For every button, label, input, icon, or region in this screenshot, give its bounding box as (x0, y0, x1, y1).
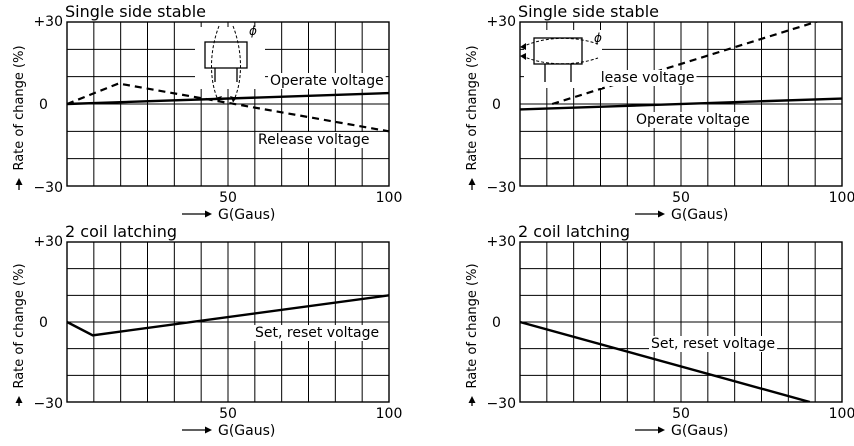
flux-symbol: ϕ (249, 24, 257, 38)
x-tick-label: 50 (672, 406, 690, 422)
series-line-release-voltage (551, 22, 820, 106)
series-line-set-reset-voltage (520, 320, 811, 402)
series-label-set-reset-voltage: Set, reset voltage (651, 336, 775, 352)
y-axis-arrowhead (468, 178, 476, 185)
y-tick-label: −30 (486, 180, 516, 196)
series-line-release-voltage (67, 82, 389, 133)
x-axis-label: G(Gaus) (671, 423, 728, 439)
chart-panel-3: 2 coil latching+30 0 −30 50 100 G(Gaus) Rate o… (12, 222, 402, 439)
flux-arrowhead (520, 53, 526, 60)
series-label-release-voltage: Release voltage (258, 132, 369, 148)
flux-line (521, 55, 599, 65)
x-axis-arrowhead (205, 426, 212, 434)
series-label-background (649, 336, 778, 352)
flux-symbol: ϕ (594, 31, 602, 45)
chart-title: Single side stable (65, 2, 206, 21)
grid-lines (520, 242, 842, 402)
plot-frame (519, 21, 843, 187)
y-axis-label: Rate of change (%) (12, 45, 27, 170)
flux-arrowhead (215, 96, 222, 102)
y-tick-label: −30 (486, 396, 516, 412)
chart-panel-1: Single side stable+30 0 −30 50 100 G(Gaus) Rat… (12, 2, 402, 223)
x-tick-label: 50 (219, 190, 237, 206)
y-tick-label: 0 (39, 97, 48, 113)
x-tick-label: 100 (376, 406, 403, 422)
series-line-operate-voltage (67, 91, 389, 106)
chart-title: 2 coil latching (518, 222, 630, 241)
series-label-background (634, 112, 752, 128)
flux-line (521, 37, 599, 48)
series-line-operate-voltage (520, 97, 842, 111)
y-tick-label: −30 (33, 180, 63, 196)
y-tick-label: 0 (39, 315, 48, 331)
y-tick-label: +30 (486, 234, 516, 250)
x-tick-label: 100 (376, 190, 403, 206)
x-axis-arrowhead (658, 210, 665, 218)
series-label-background (581, 70, 697, 86)
x-tick-label: 50 (219, 406, 237, 422)
series-label-operate-voltage: Operate voltage (636, 112, 750, 128)
x-tick-label: 100 (829, 406, 854, 422)
x-tick-label: 50 (672, 190, 690, 206)
y-tick-label: −30 (33, 396, 63, 412)
y-axis-label: Rate of change (%) (465, 263, 480, 388)
x-axis-arrowhead (658, 426, 665, 434)
y-axis-arrowhead (15, 178, 23, 185)
diagram-background (195, 27, 265, 89)
series-label-background (253, 325, 382, 341)
x-axis-label: G(Gaus) (218, 423, 275, 439)
series-label-background (256, 132, 372, 148)
x-axis-label: G(Gaus) (671, 207, 728, 223)
series-label-operate-voltage: Operate voltage (270, 73, 384, 89)
chart-title: 2 coil latching (65, 222, 177, 241)
y-tick-label: +30 (486, 14, 516, 30)
flux-line (211, 25, 220, 103)
flux-line (232, 25, 241, 103)
y-tick-label: +30 (33, 14, 63, 30)
grid-lines (67, 242, 389, 402)
y-axis-arrowhead (468, 396, 476, 403)
y-tick-label: 0 (492, 315, 501, 331)
x-axis-arrowhead (205, 210, 212, 218)
series-label-background (268, 73, 386, 89)
coil-magnet-diagram: ϕ (520, 30, 602, 88)
series-label-set-reset-voltage: Set, reset voltage (255, 325, 379, 341)
chart-title: Single side stable (518, 2, 659, 21)
chart-panel-4: 2 coil latching+30 0 −30 50 100 G(Gaus) Rate o… (465, 222, 854, 439)
y-axis-label: Rate of change (%) (465, 45, 480, 170)
series-line-set-reset-voltage (67, 294, 389, 337)
diagram-background (524, 30, 602, 88)
x-axis-label: G(Gaus) (218, 207, 275, 223)
series-label-release-voltage: Release voltage (583, 70, 694, 86)
y-tick-label: 0 (492, 97, 501, 113)
flux-arrowhead (230, 96, 237, 102)
y-axis-arrowhead (15, 396, 23, 403)
flux-arrowhead (520, 43, 526, 50)
x-tick-label: 100 (829, 190, 854, 206)
chart-panel-2: Single side stable+30 0 −30 50 100 G(Gaus) Rat… (465, 2, 854, 223)
y-axis-label: Rate of change (%) (12, 263, 27, 388)
coil-box (204, 41, 248, 69)
coil-magnet-diagram: ϕ (195, 24, 265, 103)
y-tick-label: +30 (33, 234, 63, 250)
